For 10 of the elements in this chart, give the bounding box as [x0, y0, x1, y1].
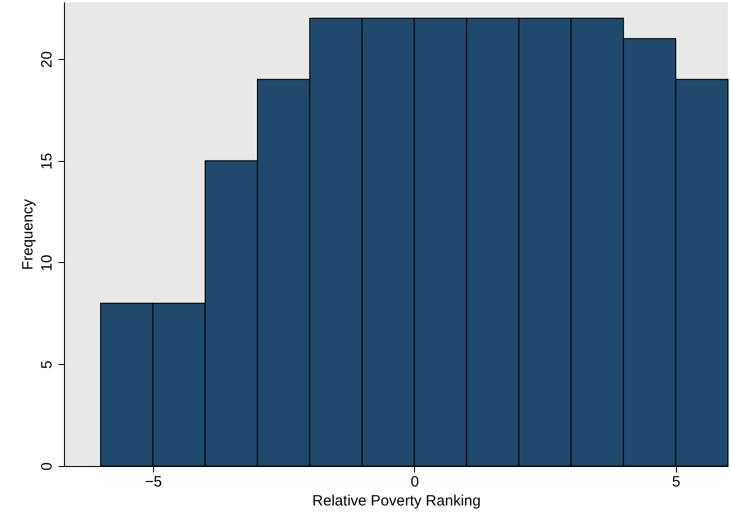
y-tick-label: 0: [38, 462, 56, 471]
x-tick-label: −5: [144, 474, 162, 490]
y-tick-label: 5: [38, 360, 56, 369]
y-tick-label: 10: [38, 254, 56, 272]
x-tick-label: 5: [672, 474, 680, 490]
y-tick-label: 20: [38, 51, 56, 68]
y-axis-title: Frequency: [20, 198, 36, 270]
x-axis-title: Relative Poverty Ranking: [312, 492, 481, 510]
x-tick-label: 0: [410, 474, 419, 490]
y-tick-label: 15: [38, 152, 56, 170]
